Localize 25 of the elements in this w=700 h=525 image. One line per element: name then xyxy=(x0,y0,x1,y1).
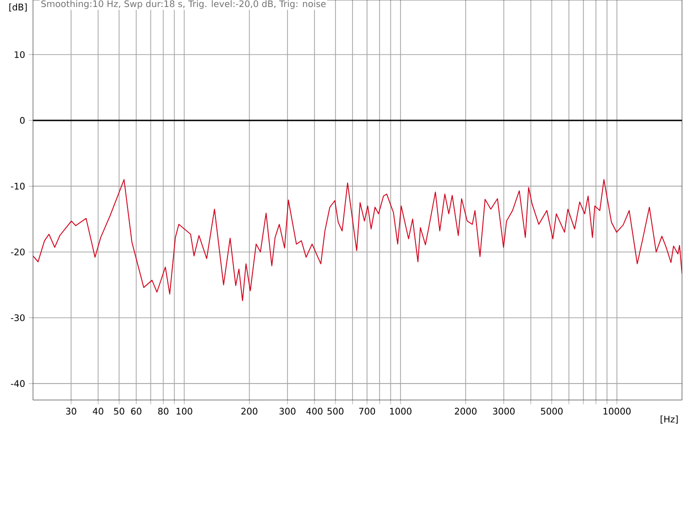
x-tick-label: 30 xyxy=(66,408,76,415)
y-tick-label: -40 xyxy=(10,380,25,387)
x-tick-label: 200 xyxy=(241,408,258,415)
x-tick-label: 60 xyxy=(131,408,142,415)
x-tick-label: 3000 xyxy=(493,408,515,415)
x-tick-label: 100 xyxy=(176,408,192,415)
x-axis-title: [Hz] xyxy=(660,416,678,424)
y-tick-label: -10 xyxy=(10,182,25,190)
y-tick-label: -30 xyxy=(10,314,25,322)
x-tick-label: 2000 xyxy=(454,408,477,415)
x-tick-label: 700 xyxy=(359,408,376,415)
y-axis-title: [dB] xyxy=(9,4,27,12)
x-tick-label: 300 xyxy=(280,408,296,415)
x-tick-label: 5000 xyxy=(541,408,563,415)
x-tick-label: 40 xyxy=(92,408,104,415)
y-tick-label: -20 xyxy=(10,248,25,256)
y-tick-label: 10 xyxy=(14,51,25,58)
x-tick-label: 1000 xyxy=(390,408,412,415)
x-tick-label: 50 xyxy=(114,408,124,415)
x-tick-label: 400 xyxy=(306,408,322,415)
x-tick-label: 80 xyxy=(158,408,168,415)
x-tick-label: 500 xyxy=(328,408,344,415)
y-tick-label: 0 xyxy=(20,116,25,124)
x-tick-label: 10000 xyxy=(604,408,631,415)
chart-title: Smoothing:10 Hz, Swp dur:18 s, Trig. level:-20,0 dB, Trig: noise xyxy=(41,0,326,9)
